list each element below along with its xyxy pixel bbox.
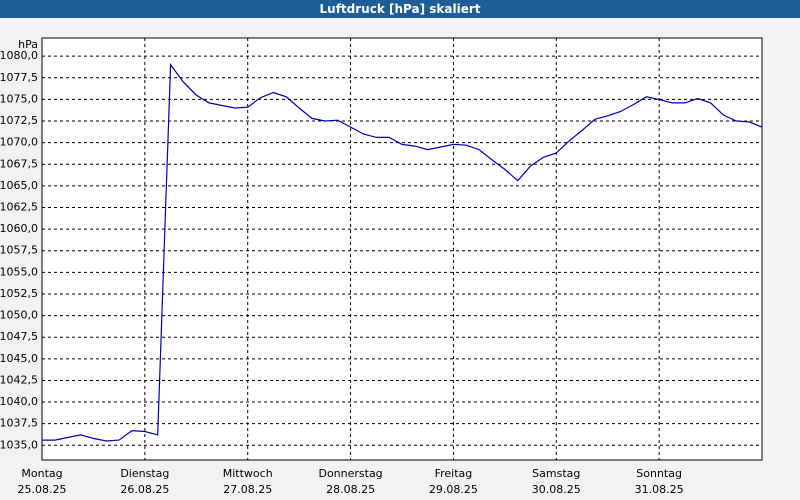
chart-title: Luftdruck [hPa] skaliert bbox=[320, 2, 481, 16]
x-date-label: 30.08.25 bbox=[532, 483, 581, 496]
x-day-label: Sonntag bbox=[636, 467, 682, 480]
x-date-label: 28.08.25 bbox=[326, 483, 375, 496]
y-tick-label: 1072,5 bbox=[0, 114, 38, 127]
y-tick-label: 1060,0 bbox=[0, 222, 38, 235]
y-tick-label: 1067,5 bbox=[0, 157, 38, 170]
x-date-label: 25.08.25 bbox=[18, 483, 67, 496]
y-tick-label: 1040,0 bbox=[0, 395, 38, 408]
plot-area bbox=[41, 37, 763, 461]
y-tick-label: 1075,0 bbox=[0, 92, 38, 105]
y-tick-label: 1077,5 bbox=[0, 71, 38, 84]
x-day-label: Samstag bbox=[532, 467, 580, 480]
x-day-label: Montag bbox=[21, 467, 62, 480]
y-tick-label: 1057,5 bbox=[0, 244, 38, 257]
y-tick-label: 1055,0 bbox=[0, 265, 38, 278]
title-bar bbox=[0, 0, 800, 18]
y-tick-label: 1047,5 bbox=[0, 330, 38, 343]
y-tick-label: 1050,0 bbox=[0, 309, 38, 322]
y-unit: hPa bbox=[18, 38, 38, 51]
y-tick-label: 1035,0 bbox=[0, 438, 38, 451]
y-tick-label: 1042,5 bbox=[0, 373, 38, 386]
y-tick-label: 1062,5 bbox=[0, 200, 38, 213]
y-tick-label: 1080,0 bbox=[0, 49, 38, 62]
y-tick-label: 1070,0 bbox=[0, 136, 38, 149]
y-tick-label: 1065,0 bbox=[0, 179, 38, 192]
x-date-label: 29.08.25 bbox=[429, 483, 478, 496]
x-date-label: 31.08.25 bbox=[635, 483, 684, 496]
y-tick-label: 1037,5 bbox=[0, 417, 38, 430]
x-day-label: Donnerstag bbox=[318, 467, 382, 480]
x-day-label: Dienstag bbox=[120, 467, 169, 480]
x-date-label: 26.08.25 bbox=[120, 483, 169, 496]
y-tick-label: 1052,5 bbox=[0, 287, 38, 300]
x-day-label: Mittwoch bbox=[223, 467, 273, 480]
pressure-line bbox=[42, 63, 763, 442]
y-tick-label: 1045,0 bbox=[0, 352, 38, 365]
x-day-label: Freitag bbox=[435, 467, 473, 480]
x-date-label: 27.08.25 bbox=[223, 483, 272, 496]
